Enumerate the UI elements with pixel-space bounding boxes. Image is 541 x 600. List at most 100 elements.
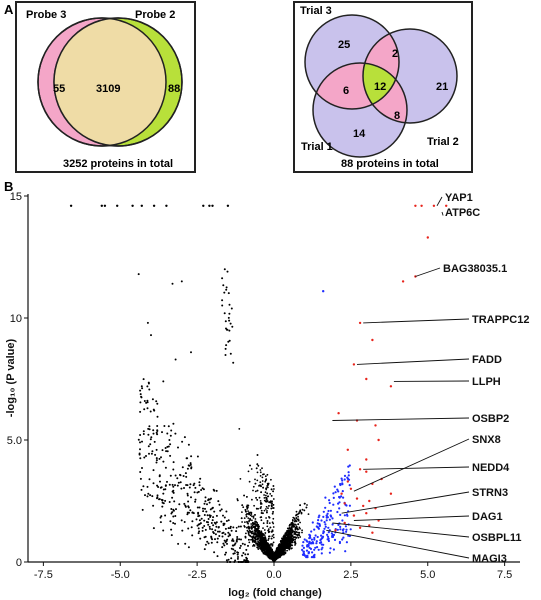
data-point xyxy=(221,535,224,538)
data-point xyxy=(254,522,256,525)
data-point xyxy=(281,542,284,545)
venn3-t2-only-value: 21 xyxy=(436,81,448,93)
data-point xyxy=(221,277,224,280)
data-point xyxy=(162,380,165,383)
data-point xyxy=(222,514,224,517)
data-point xyxy=(263,546,266,549)
data-point xyxy=(186,513,189,516)
data-point xyxy=(203,525,206,527)
data-point xyxy=(140,488,143,491)
data-point xyxy=(233,561,236,563)
data-point xyxy=(164,447,167,449)
data-point xyxy=(228,533,231,536)
data-point xyxy=(253,536,256,539)
data-point xyxy=(244,561,247,563)
data-point xyxy=(266,525,269,528)
data-point xyxy=(291,529,294,532)
data-point xyxy=(246,506,249,509)
data-point xyxy=(173,500,176,503)
data-point xyxy=(174,358,177,361)
data-point xyxy=(320,552,323,555)
data-point xyxy=(145,455,147,457)
data-point xyxy=(342,496,345,499)
data-point xyxy=(171,483,174,486)
data-point xyxy=(237,556,239,558)
data-point xyxy=(190,351,192,354)
data-point xyxy=(256,499,259,501)
data-point xyxy=(152,504,155,507)
data-point xyxy=(251,541,254,543)
data-point xyxy=(280,540,282,542)
data-point xyxy=(293,541,296,544)
data-point xyxy=(247,517,250,519)
data-point xyxy=(169,520,172,523)
data-point xyxy=(268,530,271,533)
volcano-plot: -7.5 -5.0 -2.5 0.0 2.5 5.0 7.5 0 5.0 10 15 YAP1 ATP… xyxy=(5,191,529,599)
data-point xyxy=(184,472,187,475)
data-point xyxy=(240,517,243,520)
data-point xyxy=(169,474,172,477)
data-point xyxy=(365,512,368,515)
data-point xyxy=(180,487,183,490)
venn2-overlap-value: 3109 xyxy=(96,83,120,95)
data-point xyxy=(174,432,177,435)
gene-label: OSBPL11 xyxy=(472,532,522,544)
data-point xyxy=(260,491,262,494)
data-point xyxy=(225,520,228,522)
data-point xyxy=(358,321,362,325)
data-point xyxy=(274,556,277,559)
data-point xyxy=(253,533,256,536)
data-point xyxy=(374,424,377,427)
data-point xyxy=(234,549,237,552)
data-point xyxy=(336,528,339,531)
data-point xyxy=(276,547,279,549)
data-point xyxy=(177,542,180,545)
data-point xyxy=(152,408,155,411)
data-point xyxy=(199,477,202,480)
data-point xyxy=(116,204,119,207)
data-point xyxy=(164,484,167,487)
data-point xyxy=(328,551,331,554)
data-point xyxy=(201,529,204,532)
data-point xyxy=(270,507,273,510)
data-point xyxy=(333,538,337,542)
data-point xyxy=(368,499,371,503)
data-point xyxy=(160,456,162,459)
data-point xyxy=(315,525,318,528)
data-point xyxy=(263,540,265,543)
data-point xyxy=(339,525,342,529)
data-point xyxy=(279,543,281,546)
data-point xyxy=(287,531,290,534)
data-point xyxy=(189,483,192,486)
data-point xyxy=(187,546,190,549)
data-point xyxy=(338,501,341,504)
data-point xyxy=(156,433,159,436)
data-point xyxy=(152,204,156,207)
data-point xyxy=(266,492,269,495)
data-point xyxy=(263,543,266,546)
data-point xyxy=(257,527,260,529)
y-tick-label: 5.0 xyxy=(7,435,22,447)
data-point xyxy=(166,450,169,453)
data-point xyxy=(158,475,161,478)
venn3-trial3-outline xyxy=(304,14,400,110)
data-point xyxy=(152,482,155,485)
data-point xyxy=(168,501,171,503)
data-point xyxy=(325,519,328,522)
data-point xyxy=(225,327,227,330)
data-point xyxy=(148,425,151,428)
data-point xyxy=(231,539,234,542)
venn2-caption: 3252 proteins in total xyxy=(63,158,173,170)
data-point xyxy=(254,518,257,520)
data-point xyxy=(267,553,270,556)
data-point xyxy=(223,312,226,315)
data-point xyxy=(306,554,309,557)
data-point xyxy=(245,548,248,551)
data-point xyxy=(244,553,247,556)
data-point xyxy=(222,542,225,545)
data-point xyxy=(188,486,191,489)
data-point xyxy=(342,536,345,539)
data-point xyxy=(186,492,189,495)
data-point xyxy=(183,436,186,439)
data-point xyxy=(321,546,324,549)
